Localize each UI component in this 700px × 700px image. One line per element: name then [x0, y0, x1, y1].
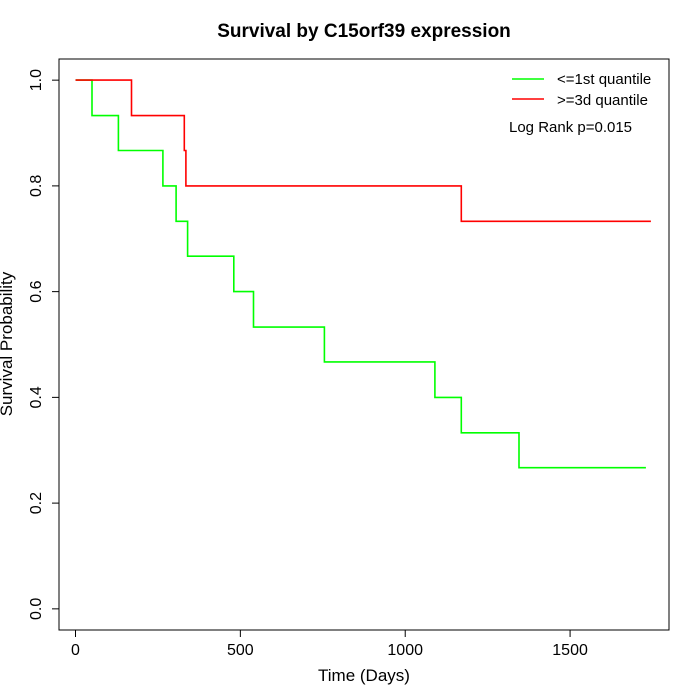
series-line-low — [75, 79, 646, 469]
legend-label-high: >=3d quantile — [557, 92, 648, 109]
survival-curves — [75, 79, 651, 469]
x-tick-label: 1000 — [387, 642, 423, 659]
x-axis: 0 500 1000 1500 — [71, 629, 588, 659]
y-tick-label: 0.0 — [28, 598, 45, 620]
y-tick-label: 0.4 — [28, 386, 45, 408]
y-tick-label: 1.0 — [28, 69, 45, 91]
x-tick-label: 0 — [71, 642, 80, 659]
x-tick-label: 500 — [227, 642, 254, 659]
x-axis-label: Time (Days) — [318, 666, 410, 685]
legend: <=1st quantile >=3d quantile — [512, 71, 651, 109]
legend-label-low: <=1st quantile — [557, 71, 651, 88]
y-tick-label: 0.2 — [28, 492, 45, 514]
log-rank-annotation: Log Rank p=0.015 — [509, 119, 632, 136]
x-tick-label: 1500 — [552, 642, 588, 659]
chart-title: Survival by C15orf39 expression — [217, 21, 511, 42]
y-axis-label: Survival Probability — [0, 271, 16, 416]
y-tick-label: 0.6 — [28, 280, 45, 302]
y-tick-label: 0.8 — [28, 175, 45, 197]
series-line-high — [75, 79, 651, 223]
y-axis: 0.0 0.2 0.4 0.6 0.8 1.0 — [28, 69, 60, 620]
plot-frame — [58, 58, 670, 631]
